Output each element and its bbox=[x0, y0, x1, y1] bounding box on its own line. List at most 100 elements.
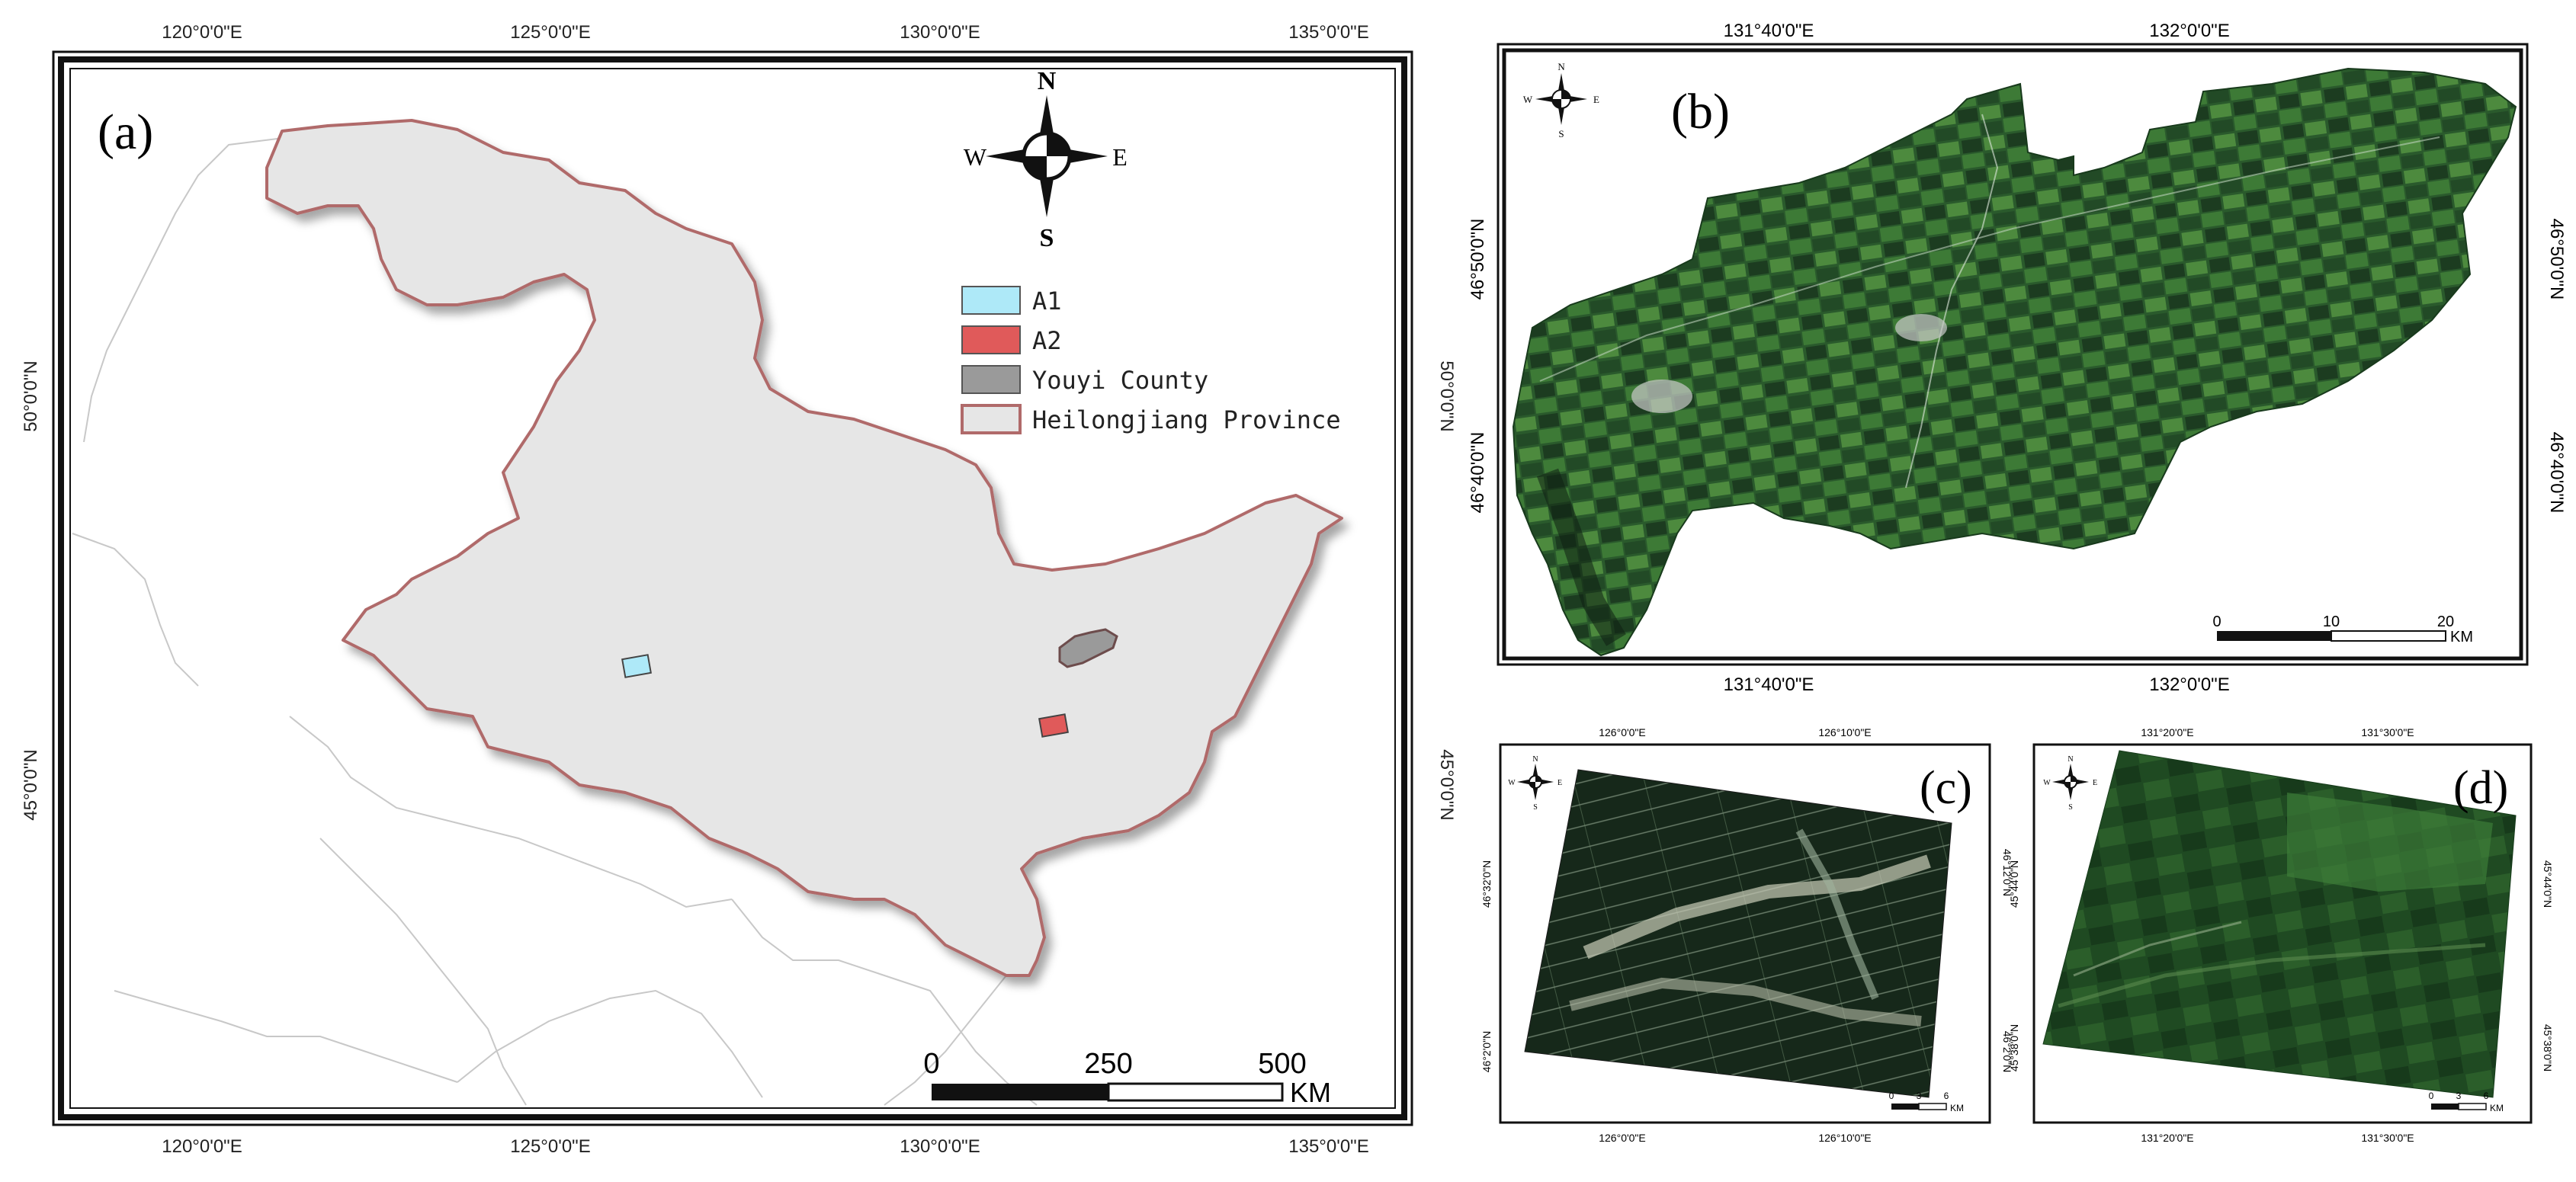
compass-n: N bbox=[1038, 67, 1057, 95]
compass-d: N S W E bbox=[2043, 755, 2097, 812]
scale-bar-b: 0 10 20 KM bbox=[2212, 613, 2473, 645]
panel-a-label: (a) bbox=[98, 104, 153, 160]
panel-d: 131°20'0"E 131°30'0"E 131°20'0"E 131°30'… bbox=[2008, 726, 2554, 1144]
right-tick: 45°38'0"N bbox=[2542, 1024, 2554, 1071]
bottom-tick: 125°0'0"E bbox=[510, 1136, 590, 1157]
scale-label-0: 0 bbox=[923, 1048, 939, 1080]
scale-label-3: 3 bbox=[1917, 1091, 1922, 1101]
top-tick: 132°0'0"E bbox=[2149, 21, 2229, 41]
scale-label-6: 6 bbox=[1944, 1091, 1949, 1101]
top-tick: 131°40'0"E bbox=[1724, 21, 1814, 41]
compass-w: W bbox=[2043, 779, 2051, 787]
top-tick: 135°0'0"E bbox=[1288, 22, 1368, 43]
scale-bar-c: 0 3 6 KM bbox=[1889, 1091, 1964, 1113]
legend-swatch-a1 bbox=[961, 286, 1021, 315]
compass-e: E bbox=[1557, 779, 1562, 787]
panel-c-frame bbox=[1499, 743, 1991, 1124]
legend-label-province: Heilongjiang Province bbox=[1032, 405, 1341, 434]
compass-c: N S W E bbox=[1508, 755, 1562, 812]
panel-d-label: (d) bbox=[2453, 762, 2508, 814]
bottom-tick: 131°30'0"E bbox=[2361, 1132, 2414, 1144]
right-tick: 50°0'0"N bbox=[1436, 360, 1457, 431]
compass-w: W bbox=[1508, 779, 1516, 787]
compass-b: N S W E bbox=[1523, 61, 1599, 139]
bottom-tick: 132°0'0"E bbox=[2149, 674, 2229, 695]
top-tick: 126°10'0"E bbox=[1818, 726, 1871, 738]
youyi-county bbox=[1058, 628, 1118, 668]
left-tick: 45°44'0"N bbox=[2008, 860, 2020, 908]
scale-label-20: 20 bbox=[2437, 613, 2454, 630]
right-tick: 46°40'0"N bbox=[2546, 432, 2567, 514]
left-tick: 46°32'0"N bbox=[1480, 860, 1493, 908]
area-a1 bbox=[621, 654, 652, 678]
left-tick: 46°2'0"N bbox=[1480, 1031, 1493, 1073]
left-tick: 50°0'0"N bbox=[21, 360, 41, 431]
right-tick: 46°12'0"N bbox=[2001, 849, 2013, 896]
top-tick: 131°20'0"E bbox=[2141, 726, 2193, 738]
bottom-tick: 126°0'0"E bbox=[1599, 1132, 1646, 1144]
legend-swatch-youyi bbox=[961, 365, 1021, 394]
compass-e: E bbox=[1593, 94, 1599, 105]
scale-unit: KM bbox=[1290, 1077, 1331, 1108]
compass-e: E bbox=[2093, 779, 2097, 787]
scale-label-10: 10 bbox=[2323, 613, 2340, 630]
scale-label-0: 0 bbox=[1889, 1091, 1894, 1101]
area-a2 bbox=[1038, 713, 1069, 738]
top-tick: 131°30'0"E bbox=[2361, 726, 2414, 738]
bottom-tick: 126°10'0"E bbox=[1818, 1132, 1871, 1144]
bottom-tick: 131°40'0"E bbox=[1724, 674, 1814, 695]
right-tick: 45°44'0"N bbox=[2542, 860, 2554, 908]
bottom-tick: 130°0'0"E bbox=[900, 1136, 980, 1157]
panel-c-label: (c) bbox=[1920, 762, 1972, 814]
compass-s: S bbox=[1533, 803, 1538, 812]
legend-label-a2: A2 bbox=[1032, 326, 1062, 355]
scale-unit: KM bbox=[2490, 1103, 2504, 1113]
legend-swatch-a2 bbox=[961, 325, 1021, 354]
panel-c: 126°0'0"E 126°10'0"E 126°0'0"E 126°10'0"… bbox=[1480, 726, 2013, 1144]
legend-label-a1: A1 bbox=[1032, 287, 1062, 316]
compass-e: E bbox=[1112, 143, 1128, 171]
panel-d-frame bbox=[2032, 743, 2533, 1124]
panel-a-top-ticks: 120°0'0"E 125°0'0"E 130°0'0"E 135°0'0"E bbox=[162, 22, 1368, 43]
scale-bar-d: 0 3 6 KM bbox=[2429, 1091, 2504, 1113]
compass-w: W bbox=[964, 143, 987, 171]
compass-s: S bbox=[2068, 803, 2073, 812]
scale-unit: KM bbox=[2450, 629, 2473, 645]
right-tick: 46°2'0"N bbox=[2001, 1031, 2013, 1073]
panel-a: 120°0'0"E 125°0'0"E 130°0'0"E 135°0'0"E … bbox=[21, 22, 1457, 1157]
compass-s: S bbox=[1558, 128, 1564, 139]
scale-label-0: 0 bbox=[2212, 613, 2221, 630]
left-tick: 45°0'0"N bbox=[21, 749, 41, 820]
scale-label-250: 250 bbox=[1084, 1048, 1132, 1080]
scale-label-3: 3 bbox=[2456, 1091, 2462, 1101]
heilongjiang-province bbox=[265, 119, 1343, 977]
compass-s: S bbox=[1040, 224, 1054, 252]
left-tick: 46°40'0"N bbox=[1468, 432, 1488, 514]
scale-label-500: 500 bbox=[1258, 1048, 1306, 1080]
legend-label-youyi: Youyi County bbox=[1032, 366, 1208, 395]
right-tick: 46°50'0"N bbox=[2546, 219, 2567, 300]
bottom-tick: 131°20'0"E bbox=[2141, 1132, 2193, 1144]
left-tick: 46°50'0"N bbox=[1468, 219, 1488, 300]
panel-b: 131°40'0"E 132°0'0"E 131°40'0"E 132°0'0"… bbox=[1468, 21, 2567, 695]
area-a2-satellite-image bbox=[2042, 750, 2517, 1098]
left-tick: 45°38'0"N bbox=[2008, 1024, 2020, 1071]
compass-a: N S W E bbox=[964, 67, 1128, 252]
top-tick: 126°0'0"E bbox=[1599, 726, 1646, 738]
compass-w: W bbox=[1523, 94, 1533, 105]
compass-n: N bbox=[1532, 755, 1538, 764]
top-tick: 125°0'0"E bbox=[510, 22, 590, 43]
compass-n: N bbox=[1557, 61, 1565, 72]
scale-label-0: 0 bbox=[2429, 1091, 2434, 1101]
scale-bar-a: 0 250 500 KM bbox=[923, 1048, 1331, 1108]
neighbor-boundaries bbox=[72, 136, 1038, 1106]
panel-b-label: (b) bbox=[1671, 84, 1730, 139]
panel-a-frame bbox=[52, 50, 1413, 1126]
area-a1-satellite-image bbox=[1524, 769, 1952, 1098]
scale-unit: KM bbox=[1950, 1103, 1964, 1113]
top-tick: 130°0'0"E bbox=[900, 22, 980, 43]
bottom-tick: 135°0'0"E bbox=[1288, 1136, 1368, 1157]
panel-a-bottom-ticks: 120°0'0"E 125°0'0"E 130°0'0"E 135°0'0"E bbox=[162, 1136, 1368, 1157]
scale-label-6: 6 bbox=[2484, 1091, 2489, 1101]
